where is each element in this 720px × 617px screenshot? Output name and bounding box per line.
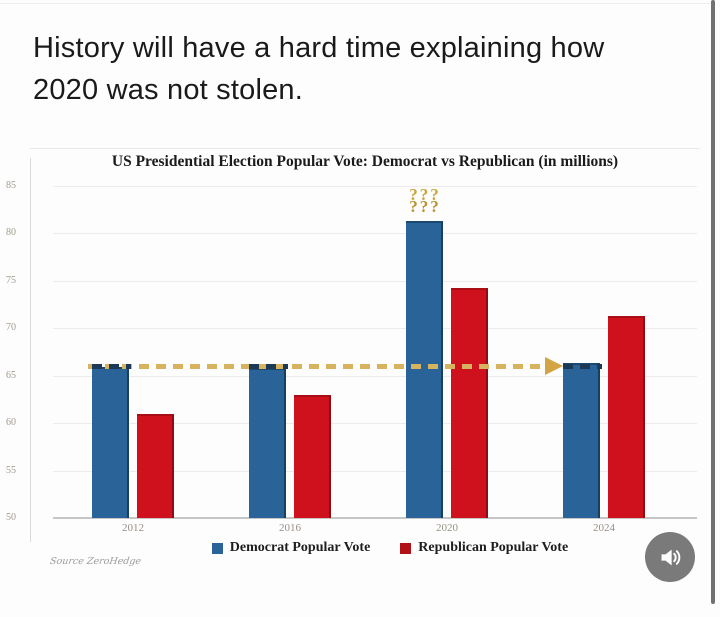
- x-axis-label-2024: 2024: [593, 522, 615, 534]
- bar-democrat-2024: [563, 363, 600, 518]
- headline-line-2: 2020 was not stolen.: [33, 74, 304, 106]
- legend-swatch-icon: [211, 542, 223, 554]
- gridline-65: [53, 375, 697, 377]
- bar-republican-2012: [137, 414, 174, 518]
- legend-swatch-icon: [400, 542, 412, 554]
- bar-republican-2024: [608, 315, 645, 518]
- gridline-60: [53, 423, 697, 424]
- post-headline: History will have a hard time explaining…: [33, 27, 673, 111]
- chart-frame-top-border: [30, 148, 700, 149]
- speaker-icon: [657, 544, 684, 571]
- gridline-80: [53, 233, 697, 234]
- bar-republican-2020: [451, 288, 488, 518]
- y-axis-tick-85: 85: [6, 179, 16, 191]
- question-marks-annotation: ??????: [389, 184, 461, 216]
- bar-republican-2016: [294, 394, 331, 518]
- bar-democrat-2012: [92, 366, 129, 518]
- y-axis-tick-80: 80: [6, 227, 16, 238]
- annotation-row: ???: [409, 196, 441, 216]
- gridline-75: [53, 280, 697, 282]
- scrollbar-thumb[interactable]: [711, 0, 715, 604]
- bar-democrat-2016: [249, 367, 286, 518]
- mute-toggle-button[interactable]: [645, 532, 695, 582]
- y-axis-tick-75: 75: [6, 274, 16, 286]
- reference-line-overlap-2024: [563, 364, 602, 369]
- top-divider: [0, 3, 712, 4]
- gridline-70: [53, 328, 697, 329]
- chart-frame-left-border: [30, 158, 31, 542]
- source-attribution: Source ZeroHedge: [49, 556, 142, 567]
- x-axis-label-2020: 2020: [436, 522, 458, 534]
- reference-line-overlap-2012: [92, 364, 131, 369]
- legend-item: Democrat Popular Vote: [211, 540, 371, 556]
- y-axis-tick-55: 55: [6, 464, 16, 476]
- x-axis-label-2012: 2012: [122, 522, 144, 534]
- reference-dashed-line: [88, 364, 545, 369]
- y-axis-tick-50: 50: [6, 512, 16, 523]
- gridline-50: [53, 517, 697, 519]
- annotation-row: ???: [409, 184, 441, 204]
- gridline-55: [53, 470, 697, 472]
- legend-item: Republican Popular Vote: [400, 540, 568, 556]
- x-axis-label-2016: 2016: [279, 522, 301, 534]
- y-axis-tick-70: 70: [6, 322, 16, 333]
- chart-legend: Democrat Popular Vote Republican Popular …: [90, 540, 690, 556]
- headline-line-1: History will have a hard time explaining…: [33, 32, 605, 64]
- legend-label: Democrat Popular Vote: [229, 540, 371, 555]
- y-axis-tick-65: 65: [6, 369, 16, 381]
- reference-line-overlap-2016: [249, 364, 288, 369]
- bar-democrat-2020: [406, 220, 443, 518]
- gridline-85: [53, 185, 697, 187]
- chart-title: US Presidential Election Popular Vote: D…: [111, 153, 619, 170]
- y-axis-tick-60: 60: [6, 417, 16, 428]
- legend-label: Republican Popular Vote: [418, 540, 569, 555]
- reference-arrowhead: [545, 357, 563, 375]
